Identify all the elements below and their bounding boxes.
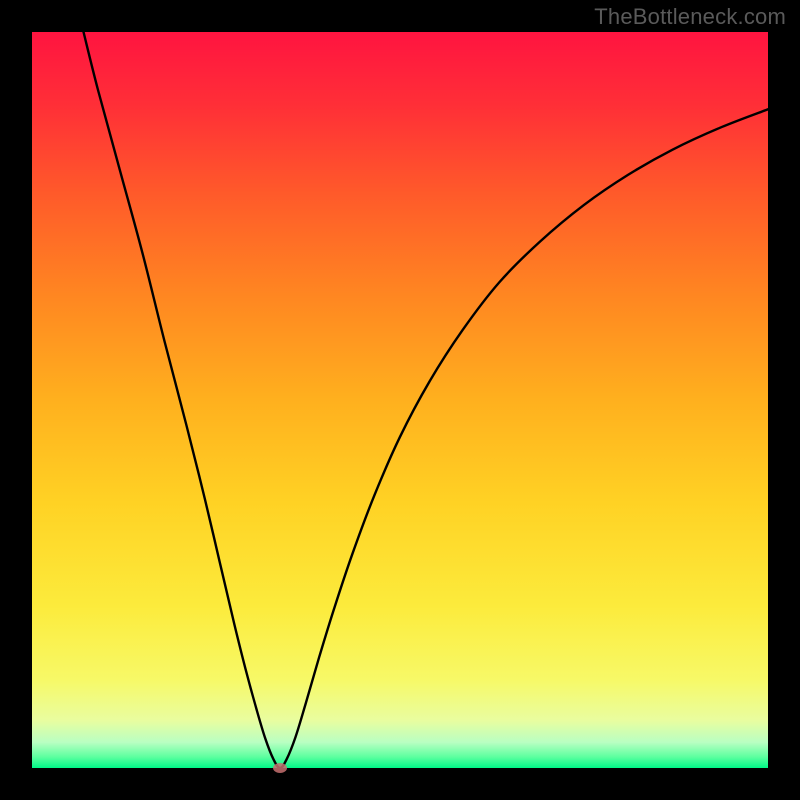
minimum-marker bbox=[273, 763, 287, 773]
bottleneck-chart bbox=[0, 0, 800, 800]
plot-background-gradient bbox=[32, 32, 768, 768]
chart-container: TheBottleneck.com bbox=[0, 0, 800, 800]
watermark-text: TheBottleneck.com bbox=[594, 4, 786, 30]
